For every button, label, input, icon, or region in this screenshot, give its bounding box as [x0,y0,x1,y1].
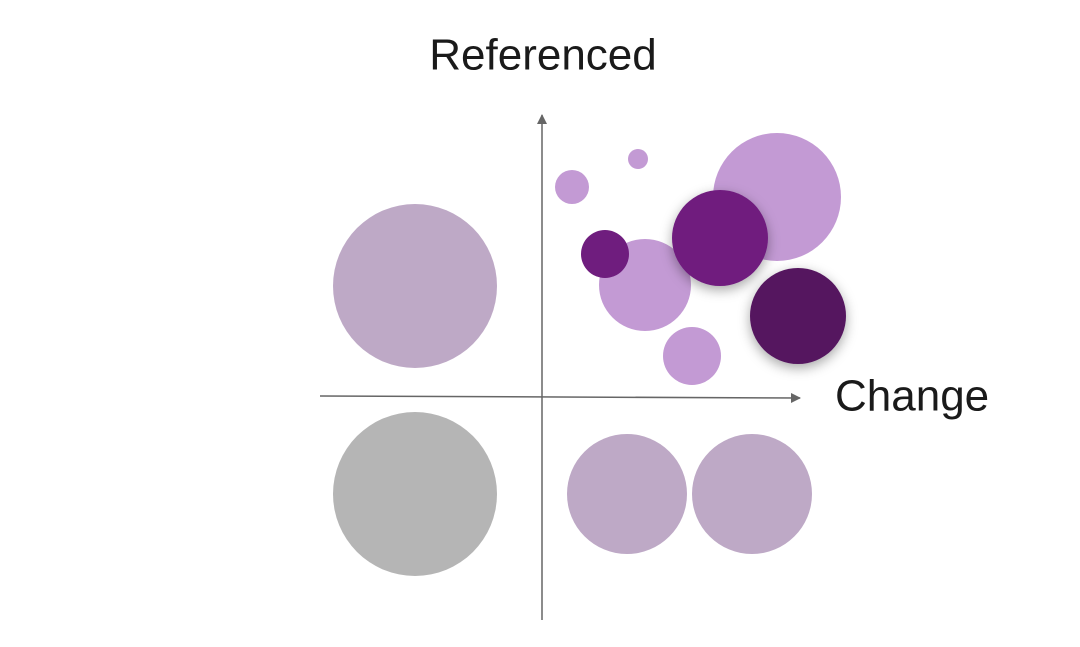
circle [333,412,497,576]
circle [672,190,768,286]
x-axis-label: Change [835,372,989,421]
circle [628,149,648,169]
circle [750,268,846,364]
x-axis [319,392,801,403]
circle [581,230,629,278]
circle [567,434,687,554]
circle [692,434,812,554]
y-axis-label: Referenced [429,31,656,80]
circle [333,204,497,368]
circle [555,170,589,204]
circle [663,327,721,385]
